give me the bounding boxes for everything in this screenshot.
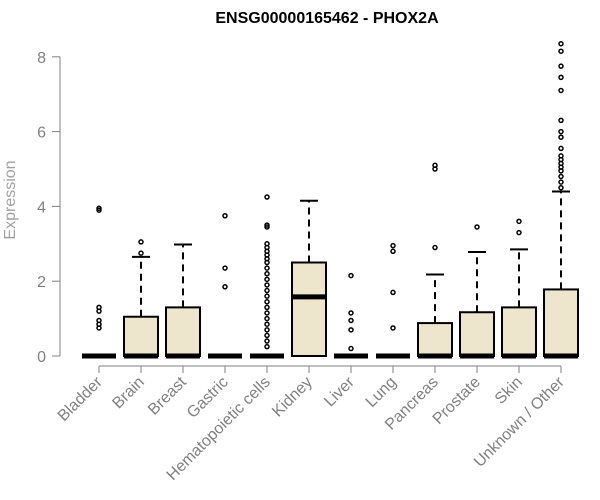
box-body	[459, 311, 495, 358]
x-tick-label: Bladder	[55, 373, 106, 424]
outlier-point	[558, 117, 564, 124]
outlier-point	[558, 87, 564, 94]
outlier-point	[390, 248, 396, 255]
y-axis-label: Expression	[2, 160, 19, 239]
outlier-point	[348, 272, 354, 279]
outlier-point	[474, 224, 480, 230]
outlier-point	[558, 153, 564, 159]
outlier-point	[558, 48, 564, 54]
y-tick-label: 2	[37, 274, 46, 291]
outlier-point	[264, 282, 270, 288]
outlier-point	[348, 317, 354, 324]
outlier-point	[390, 289, 396, 296]
outlier-point	[264, 315, 270, 322]
x-tick-label: Breast	[145, 373, 190, 418]
outlier-point	[390, 242, 396, 249]
box-body	[417, 322, 453, 358]
box-body	[543, 288, 579, 358]
outlier-point	[264, 310, 270, 316]
outlier-point	[558, 40, 564, 47]
box-gastric	[208, 213, 242, 359]
box-brain	[123, 239, 159, 359]
outlier-point	[96, 205, 102, 212]
outlier-point	[390, 325, 396, 331]
outlier-point	[222, 213, 228, 219]
x-tick-label: Lung	[363, 374, 400, 411]
outlier-point	[264, 343, 270, 350]
box-series	[82, 40, 579, 359]
outlier-point	[264, 321, 270, 327]
box-lung	[376, 242, 410, 359]
outlier-point	[264, 222, 270, 228]
outlier-point	[222, 265, 228, 271]
outlier-point	[558, 184, 564, 191]
box-kidney	[291, 199, 327, 357]
x-tick-label: Kidney	[269, 374, 316, 421]
box-hematopoietic-cells	[250, 194, 284, 359]
outlier-point	[264, 304, 270, 311]
outlier-point	[264, 327, 270, 333]
box-body	[501, 306, 537, 358]
outlier-point	[264, 270, 270, 277]
y-tick-label: 4	[37, 199, 46, 216]
outlier-point	[264, 338, 270, 344]
outlier-point	[516, 218, 522, 225]
outlier-point	[558, 134, 564, 140]
box-prostate	[459, 224, 495, 359]
outlier-point	[558, 179, 564, 185]
outlier-point	[348, 345, 354, 352]
outlier-point	[348, 310, 354, 316]
x-tick-label: Skin	[492, 374, 526, 408]
outlier-point	[264, 287, 270, 294]
outlier-point	[516, 229, 522, 236]
box-skin	[501, 218, 537, 359]
box-body	[123, 315, 159, 358]
outlier-point	[96, 317, 102, 324]
outlier-point	[432, 244, 438, 251]
outlier-point	[138, 239, 144, 245]
outlier-point	[558, 173, 564, 180]
outlier-point	[264, 241, 270, 247]
outlier-point	[138, 250, 144, 256]
box-body	[291, 261, 327, 357]
box-liver	[334, 272, 368, 359]
outlier-point	[264, 332, 270, 339]
outlier-point	[432, 162, 438, 169]
outlier-point	[558, 145, 564, 152]
box-body	[165, 306, 201, 358]
outlier-point	[264, 299, 270, 305]
box-breast	[165, 243, 201, 359]
outlier-point	[222, 284, 228, 290]
outlier-point	[558, 63, 564, 69]
y-tick-label: 0	[37, 349, 46, 366]
outlier-point	[348, 327, 354, 333]
outlier-point	[558, 128, 564, 135]
y-axis: 0 2 4 6 8	[37, 50, 61, 366]
outlier-point	[264, 293, 270, 299]
box-bladder	[82, 205, 116, 359]
outlier-point	[558, 74, 564, 81]
chart-title: ENSG00000165462 - PHOX2A	[215, 10, 439, 27]
y-tick-label: 8	[37, 50, 46, 67]
x-tick-label: Brain	[109, 374, 147, 412]
y-tick-label: 6	[37, 125, 46, 142]
outlier-point	[264, 194, 270, 200]
outlier-point	[264, 265, 270, 271]
outlier-point	[96, 304, 102, 311]
box-pancreas	[417, 162, 453, 359]
x-tick-label: Liver	[321, 373, 358, 410]
outlier-point	[264, 276, 270, 283]
box-unknown-other	[543, 40, 579, 359]
